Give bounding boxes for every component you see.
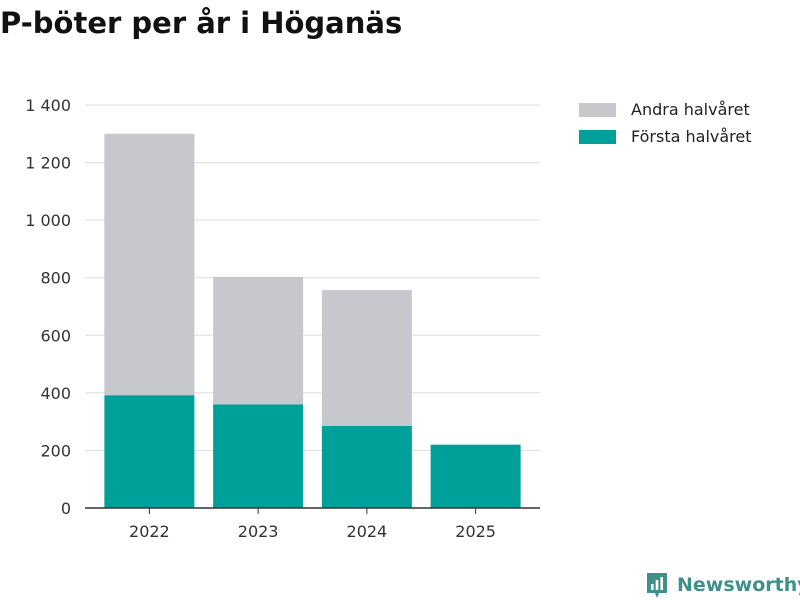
legend-label-forsta: Första halvåret	[631, 127, 752, 146]
bar-andra-2024	[321, 290, 412, 426]
y-tick-label: 1 400	[25, 96, 71, 115]
x-tick-label: 2024	[347, 522, 388, 541]
legend-label-andra: Andra halvåret	[631, 100, 750, 119]
legend-item-forsta[interactable]: Första halvåret	[579, 123, 752, 150]
y-tick-label: 1 000	[25, 211, 71, 230]
y-tick-label: 200	[40, 441, 71, 460]
x-tick-label: 2025	[455, 522, 496, 541]
y-tick-label: 1 200	[25, 154, 71, 173]
newsworthy-logo-icon	[647, 573, 667, 598]
brand-name: Newsworthy	[677, 574, 800, 596]
bar-andra-2023	[213, 276, 304, 405]
y-tick-label: 600	[40, 326, 71, 345]
bar-forsta-2024	[321, 425, 412, 508]
legend-item-andra[interactable]: Andra halvåret	[579, 96, 752, 123]
y-tick-label: 0	[61, 499, 71, 518]
chart-legend: Andra halvåret Första halvåret	[579, 96, 752, 150]
brand-logo: Newsworthy	[645, 571, 800, 599]
legend-swatch-forsta	[579, 129, 616, 144]
chart-title: P-böter per år i Höganäs	[0, 6, 403, 40]
bar-forsta-2023	[213, 404, 304, 508]
bar-forsta-2025	[430, 444, 521, 508]
x-tick-label: 2023	[238, 522, 279, 541]
legend-swatch-andra	[579, 102, 616, 117]
y-tick-label: 400	[40, 384, 71, 403]
x-tick-label: 2022	[129, 522, 170, 541]
bar-forsta-2022	[104, 395, 195, 508]
y-tick-label: 800	[40, 269, 71, 288]
bar-andra-2022	[104, 133, 195, 396]
